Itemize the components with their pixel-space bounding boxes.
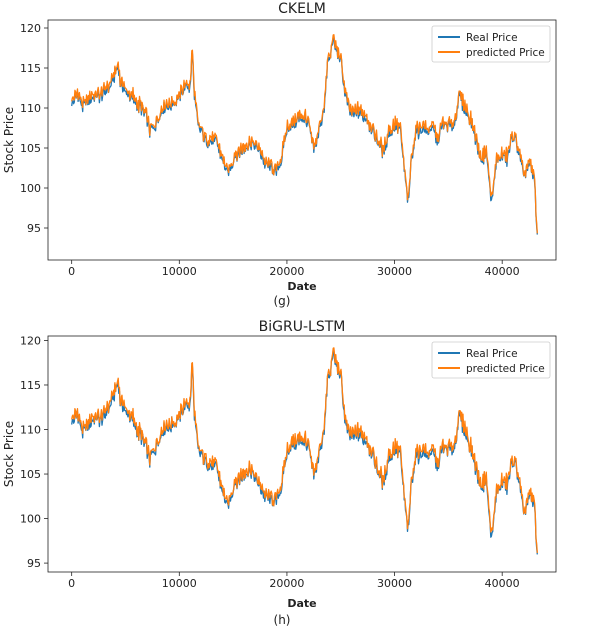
- y-tick-label: 105: [20, 468, 41, 481]
- x-tick-label: 30000: [377, 577, 412, 590]
- x-tick-label: 20000: [269, 577, 304, 590]
- y-tick-label: 120: [20, 334, 41, 347]
- chart-panel-1: BiGRU-LSTM 0 10000 20000 30000 40000 95 100 105 1…: [2, 319, 557, 627]
- x-tick-label: 40000: [485, 265, 520, 278]
- series-line-predicted-price: [71, 347, 538, 553]
- axes-frame: [47, 19, 557, 261]
- x-axis-title: Date: [287, 280, 316, 293]
- legend: Real Price predicted Price: [431, 341, 551, 379]
- y-tick-label: 95: [27, 222, 41, 235]
- y-axis-title: Stock Price: [2, 107, 16, 173]
- axes-frame: [47, 335, 557, 573]
- x-tick-label: 30000: [377, 265, 412, 278]
- x-tick-label: 20000: [269, 265, 304, 278]
- y-tick-label: 110: [20, 102, 41, 115]
- y-tick-label: 95: [27, 557, 41, 570]
- legend-label: Real Price: [466, 32, 518, 44]
- panel-caption: (g): [274, 294, 291, 308]
- legend-box: [431, 25, 551, 63]
- series-line-real-price: [71, 35, 538, 235]
- y-tick-label: 115: [20, 379, 41, 392]
- y-tick-label: 120: [20, 22, 41, 35]
- chart-panel-0: CKELM 0 10000 20000 30000 40000 95 100 105 110 115…: [2, 1, 557, 308]
- x-tick-label: 10000: [162, 577, 197, 590]
- panel-caption: (h): [274, 613, 291, 627]
- x-tick-label: 0: [68, 265, 75, 278]
- x-axis-title: Date: [287, 597, 316, 610]
- y-tick-label: 100: [20, 513, 41, 526]
- x-tick-label: 0: [68, 577, 75, 590]
- y-tick-label: 100: [20, 182, 41, 195]
- x-tick-label: 40000: [485, 577, 520, 590]
- legend-label: predicted Price: [466, 47, 545, 59]
- x-tick-label: 10000: [162, 265, 197, 278]
- legend-label: Real Price: [466, 348, 518, 360]
- y-axis-title: Stock Price: [2, 421, 16, 487]
- legend-box: [431, 341, 551, 379]
- y-tick-label: 105: [20, 142, 41, 155]
- chart-title: CKELM: [278, 1, 326, 17]
- series-line-real-price: [71, 349, 538, 555]
- legend-label: predicted Price: [466, 363, 545, 375]
- legend: Real Price predicted Price: [431, 25, 551, 63]
- y-tick-label: 115: [20, 62, 41, 75]
- chart-title: BiGRU-LSTM: [259, 319, 346, 335]
- series-line-predicted-price: [71, 34, 538, 234]
- y-tick-label: 110: [20, 424, 41, 437]
